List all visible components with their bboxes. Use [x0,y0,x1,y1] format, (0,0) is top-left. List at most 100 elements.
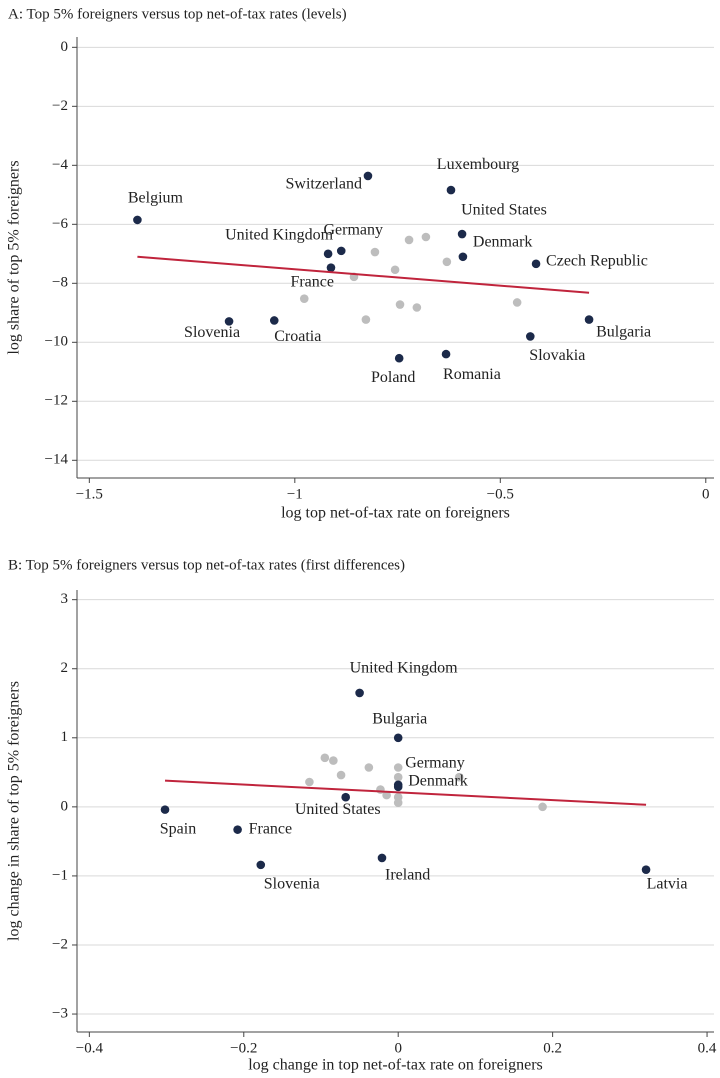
point [458,252,468,262]
point-label: Ireland [385,867,430,884]
point-label: United States [295,801,381,818]
x-tick-label: 0 [394,1040,402,1056]
fit-line [164,779,647,806]
point [393,763,403,772]
point [329,756,338,765]
y-tick-label: 2 [61,660,69,676]
y-axis-label: log share of top 5% foreigners [6,160,23,354]
point [390,265,400,275]
point-label: Germany [323,222,383,239]
point [538,802,547,812]
point-label: France [249,820,293,837]
point-label: Germany [405,754,465,771]
point [133,215,142,225]
point-label: Romania [443,366,501,383]
x-tick-label: −0.4 [76,1040,104,1056]
x-tick-label: −1.5 [76,486,103,502]
point [336,770,346,780]
point [364,763,374,772]
x-tick-label: −0.2 [230,1040,257,1056]
point-label: Belgium [128,190,184,207]
point-label: Bulgaria [372,710,427,727]
y-tick-label: −12 [45,393,68,409]
panel-title: B: Top 5% foreigners versus top net-of-t… [8,557,405,573]
point [320,753,330,763]
y-tick-label: −10 [45,334,68,350]
point [393,772,403,782]
y-tick-label: −2 [52,936,68,952]
x-tick-label: 0 [702,486,710,502]
point-label: Slovenia [264,876,320,893]
point-label: Bulgaria [596,323,651,340]
y-axis-label: log change in share of top 5% foreigners [6,681,23,941]
point-label: France [290,273,334,290]
x-axis-label: log change in top net-of-tax rate on for… [248,1057,543,1074]
point [336,246,346,256]
point-label: Switzerland [286,176,362,193]
y-tick-label: −6 [52,216,68,232]
point [393,798,403,808]
point-label: Poland [371,369,415,386]
point [233,825,242,834]
point-label: Latvia [647,875,688,892]
point-label: United States [461,202,547,219]
point [326,263,336,272]
point [363,171,373,181]
point [355,688,364,698]
point [269,316,279,325]
point [584,315,594,324]
point [393,733,403,743]
y-tick-label: 0 [61,39,69,55]
point [341,792,350,802]
x-tick-label: −1 [287,486,303,502]
y-tick-label: 0 [61,798,69,814]
x-tick-label: −0.5 [487,486,514,502]
x-tick-label: 0.2 [543,1040,562,1056]
point [441,349,451,359]
point [395,300,405,309]
point [393,782,403,792]
point [531,259,541,269]
point [323,249,333,259]
point-label: Croatia [274,328,321,345]
point [525,332,535,341]
point-label: Denmark [473,233,533,250]
point [442,257,452,267]
x-tick-label: 0.4 [698,1040,717,1056]
point [256,860,266,870]
y-tick-label: 1 [61,729,69,745]
y-tick-label: −1 [52,867,68,883]
point [641,865,651,875]
point [305,777,314,787]
point [377,853,387,863]
y-tick-label: −3 [52,1005,68,1021]
panel-title: A: Top 5% foreigners versus top net-of-t… [8,6,347,22]
point [299,294,309,303]
y-tick-label: −4 [52,157,68,173]
point-label: Luxembourg [437,156,519,173]
point [457,229,467,239]
point [404,235,414,245]
y-tick-label: 3 [61,591,69,607]
point [421,232,431,242]
x-axis-label: log top net-of-tax rate on foreigners [281,505,510,522]
point-label: Denmark [408,773,468,790]
point [394,353,404,363]
point-label: Czech Republic [546,253,648,270]
fit-line [137,255,590,294]
point-label: Spain [160,820,196,837]
point-label: United Kingdom [350,660,459,677]
point [446,185,456,195]
point [412,303,422,312]
point [361,315,371,324]
point-label: Slovakia [529,347,585,364]
point [382,790,391,800]
point [512,298,522,307]
point-label: United Kingdom [225,226,334,243]
point [160,805,170,814]
point [454,772,464,782]
point [224,317,234,326]
y-tick-label: −8 [52,275,68,291]
point [370,247,380,257]
